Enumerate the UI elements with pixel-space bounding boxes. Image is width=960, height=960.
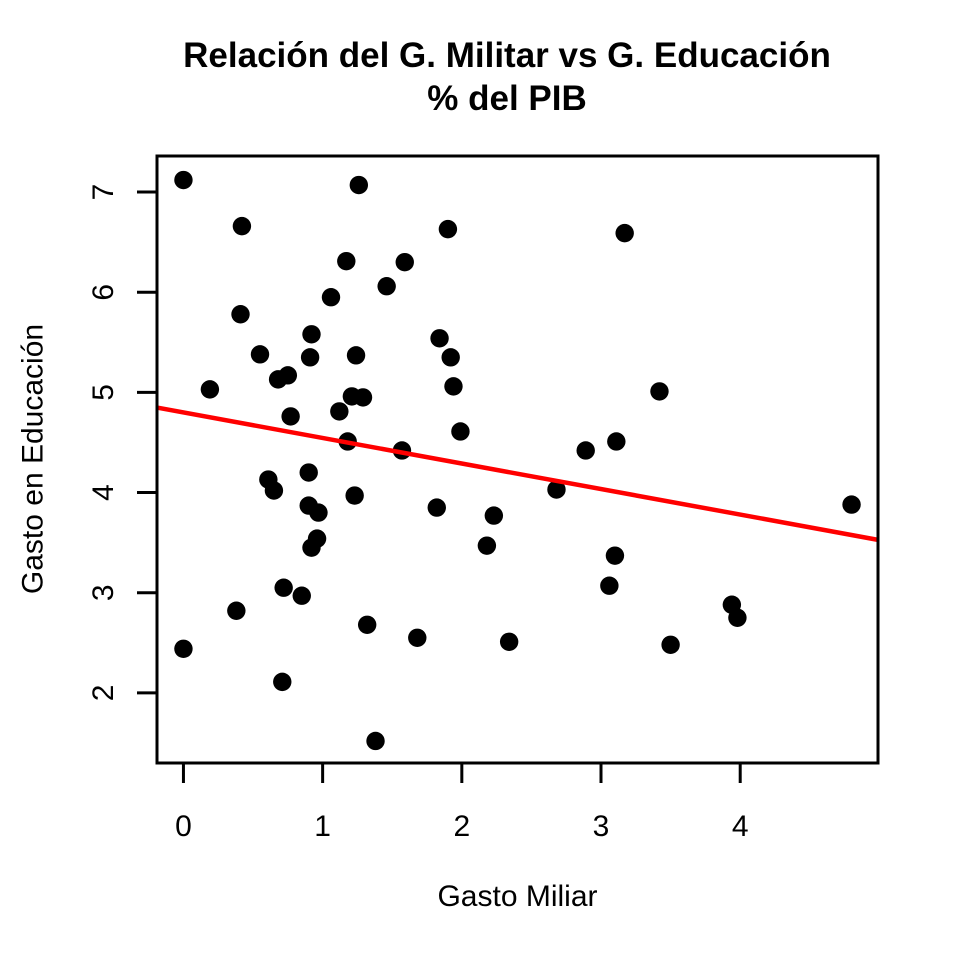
plot-box [155,154,880,765]
data-point [264,481,284,500]
data-point [227,601,246,620]
y-tick-label: 3 [87,584,120,601]
data-point [438,219,458,239]
data-point [650,382,669,401]
data-point [232,216,252,236]
chart-title-line1: Relación del G. Militar vs G. Educación [183,36,831,75]
data-point [274,578,293,597]
data-point [353,388,373,407]
data-point [174,170,193,190]
data-point [615,223,634,243]
y-tick-label: 2 [87,685,120,702]
data-point [451,422,470,441]
data-point [349,175,369,195]
data-point [273,672,292,692]
data-point [477,536,497,555]
x-tick-label: 3 [593,810,610,843]
data-point [302,538,321,557]
data-point [292,586,311,605]
data-point [607,432,626,451]
x-tick-label: 4 [732,810,749,843]
chart-title-line2: % del PIB [427,79,587,118]
data-point [728,608,747,627]
data-point [200,380,220,399]
data-point [441,348,460,367]
data-point [484,506,504,525]
data-point [377,277,396,296]
data-point [309,503,328,522]
data-point [395,252,414,272]
data-point [250,345,270,364]
data-point [321,288,341,307]
data-point [281,407,300,426]
data-point [842,495,861,514]
data-point [346,346,366,365]
data-point [302,325,321,344]
data-point [430,329,449,348]
data-point [268,370,288,389]
data-point [299,463,318,482]
data-point [174,639,193,659]
x-tick-label: 1 [314,810,331,843]
data-point [330,402,349,421]
x-tick-label: 2 [453,810,470,843]
trend-line [156,405,879,543]
data-point [600,576,619,595]
data-point [444,377,463,396]
chart-title: Relación del G. Militar vs G. Educación … [47,34,960,120]
data-point [499,632,519,652]
data-point [547,480,566,499]
data-point [427,498,446,517]
data-point [605,546,625,565]
data-point [345,486,364,505]
data-point [366,731,385,751]
x-axis-label: Gasto Miliar [437,880,598,913]
y-tick-label: 6 [87,284,120,301]
y-tick-label: 4 [87,484,120,501]
data-point [408,628,427,647]
data-point [300,348,320,367]
data-point [337,251,356,271]
data-point [231,305,250,324]
y-tick-label: 5 [87,384,120,401]
data-point [661,635,680,655]
data-point [357,615,377,634]
data-point [576,441,595,460]
x-tick-label: 0 [175,810,192,843]
y-tick-label: 7 [87,184,120,201]
